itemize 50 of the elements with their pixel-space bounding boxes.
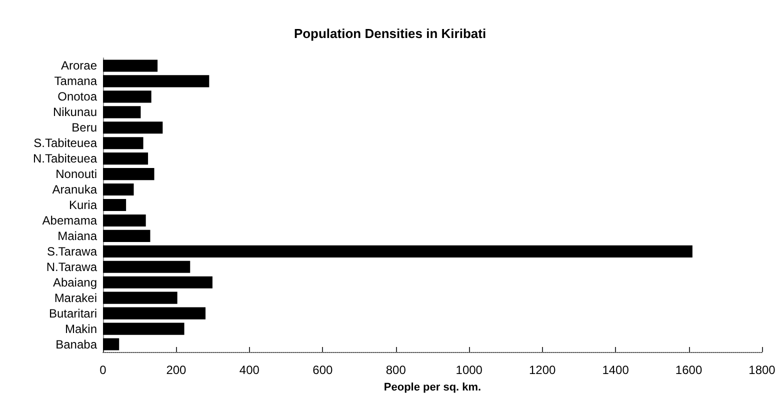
x-tick-label: 1200 — [528, 363, 556, 377]
bar — [103, 245, 692, 258]
bar — [103, 230, 150, 242]
y-tick-label: Makin — [64, 322, 97, 336]
x-tick-label: 800 — [386, 363, 406, 377]
y-tick-label: Tamana — [54, 74, 98, 88]
bar — [103, 90, 152, 103]
y-tick-label: S.Tabiteuea — [34, 136, 98, 150]
x-axis-title: People per sq. km. — [384, 382, 482, 394]
x-tick-label: 1800 — [748, 363, 776, 377]
chart-title: Population Densities in Kiribati — [294, 26, 486, 41]
y-tick-label: Marakei — [54, 290, 97, 305]
bar — [103, 152, 148, 165]
x-tick-label: 1000 — [456, 363, 483, 377]
y-tick-label: Nikunau — [52, 105, 97, 120]
y-tick-label: Arorae — [60, 58, 98, 73]
y-tick-label: Maiana — [58, 228, 98, 243]
bar — [103, 260, 190, 273]
x-tick-label: 600 — [312, 363, 333, 377]
bar — [103, 338, 120, 350]
bar — [103, 292, 178, 304]
y-tick-label: Abaiang — [52, 275, 97, 290]
bar — [103, 168, 154, 180]
bar — [103, 214, 146, 227]
x-tick-label: 200 — [166, 363, 187, 377]
y-tick-label: Banaba — [56, 337, 98, 352]
bar — [103, 75, 210, 88]
y-tick-label: Butaritari — [48, 306, 97, 320]
bar — [103, 122, 163, 134]
y-tick-label: S.Tarawa — [46, 244, 98, 258]
y-tick-label: Beru — [72, 120, 97, 135]
y-tick-label: N.Tarawa — [46, 260, 98, 274]
y-tick-label: N.Tabiteuea — [32, 152, 98, 166]
x-tick-label: 1600 — [675, 363, 702, 377]
y-tick-label: Abemama — [42, 213, 98, 228]
bar — [103, 183, 134, 196]
y-tick-label: Nonouti — [56, 167, 97, 182]
bar — [103, 322, 184, 335]
y-tick-label: Aranuka — [52, 182, 98, 197]
x-tick-label: 0 — [100, 363, 107, 377]
bar — [103, 60, 158, 72]
bar — [103, 137, 144, 150]
y-tick-label: Kuria — [68, 198, 98, 212]
bar — [103, 276, 212, 288]
y-tick-label: Onotoa — [58, 90, 98, 104]
x-tick-label: 1400 — [602, 363, 630, 377]
bar — [103, 307, 206, 320]
x-tick-label: 400 — [239, 363, 260, 377]
bar — [103, 198, 126, 212]
bar — [103, 106, 141, 118]
